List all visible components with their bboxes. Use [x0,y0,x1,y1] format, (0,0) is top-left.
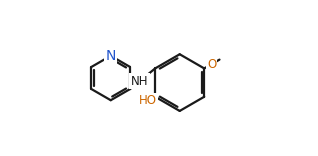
Text: NH: NH [131,75,148,88]
Text: HO: HO [139,95,157,107]
Text: N: N [106,49,116,63]
Text: O: O [207,58,216,71]
